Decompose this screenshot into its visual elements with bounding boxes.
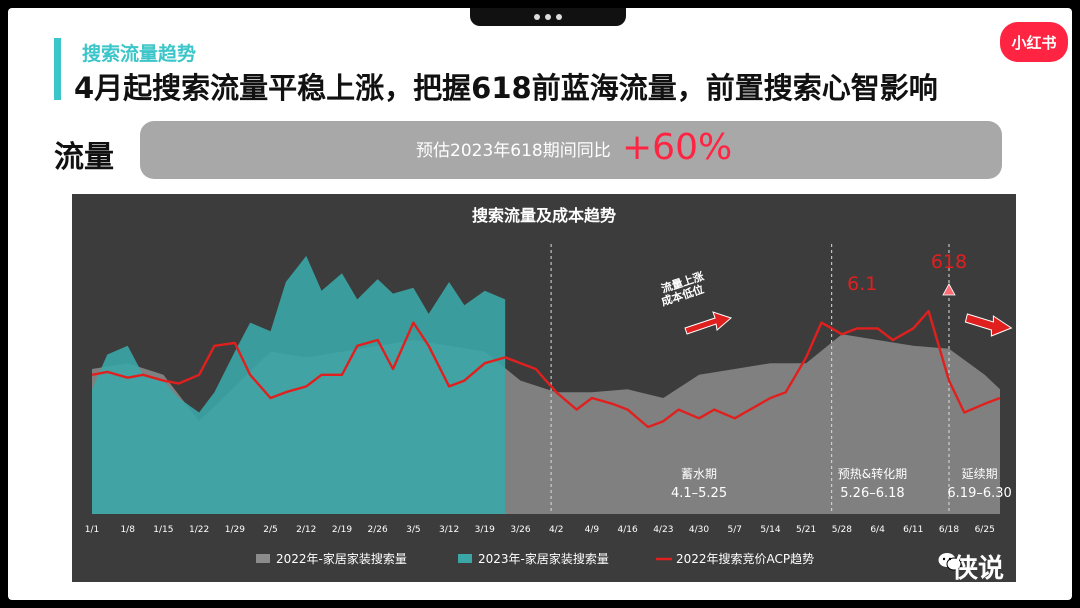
forecast-text: 预估2023年618期间同比 [416,141,611,161]
peak-marker-icon [942,283,956,296]
legend-label: 2022年-家居家装搜索量 [276,551,407,566]
x-tick-label: 5/7 [727,525,741,535]
chart-title: 搜索流量及成本趋势 [472,206,616,225]
continue-arrow-icon [964,313,1013,337]
wechat-icon [938,553,962,571]
annotation-label: 618 [931,251,967,273]
x-tick-label: 3/5 [406,525,420,535]
x-tick-label: 1/8 [120,525,135,535]
annotation-label: 6.1 [847,273,877,295]
legend-swatch [458,554,472,563]
period-name: 延续期 [962,467,998,481]
trend-arrow-icon [684,311,733,335]
x-tick-label: 4/16 [618,525,638,535]
x-tick-label: 2/19 [332,525,352,535]
x-tick-label: 2/12 [296,525,316,535]
x-tick-label: 6/25 [975,525,995,535]
forecast-banner [140,121,1002,179]
title-accent-bar [54,38,61,100]
slide: 搜索流量趋势 4月起搜索流量平稳上涨，把握618前蓝海流量，前置搜索心智影响 小… [8,8,1072,600]
section-label: 流量 [54,140,114,175]
notch-dot [534,14,540,20]
period-name: 蓄水期 [681,467,717,481]
x-tick-label: 2/5 [263,525,277,535]
page-title: 4月起搜索流量平稳上涨，把握618前蓝海流量，前置搜索心智影响 [74,71,938,105]
x-tick-label: 5/14 [760,525,780,535]
x-tick-label: 5/28 [832,525,852,535]
section-subtitle: 搜索流量趋势 [82,43,197,65]
notch-dot [545,14,551,20]
x-tick-label: 2/26 [368,525,388,535]
acp-trend-line [91,309,1001,429]
brand-logo: 小红书 [1000,22,1068,62]
x-tick-label: 3/12 [439,525,459,535]
trend-chart: 搜索流量及成本趋势 1/1 1/8 1/15 1/22 1/29 2/5 2/12 2/19 2/… [85,206,1013,566]
x-tick-label: 1/15 [153,525,173,535]
x-tick-label: 4/2 [549,525,563,535]
x-tick-label: 3/26 [510,525,530,535]
notch-dot [556,14,562,20]
period-range: 5.26–6.18 [840,486,904,501]
area-series-2 [92,255,506,514]
chart-panel: 搜索流量及成本趋势 1/1 1/8 1/15 1/22 1/29 2/5 2/12 2/19 2/… [72,194,1016,582]
x-tick-label: 6/11 [903,525,923,535]
x-tick-label: 4/23 [653,525,673,535]
x-tick-label: 5/21 [796,525,816,535]
period-range: 4.1–5.25 [671,486,727,501]
x-tick-label: 4/30 [689,525,709,535]
window-notch [470,8,626,26]
x-tick-label: 1/1 [85,525,99,535]
period-range: 6.19–6.30 [947,486,1011,501]
x-tick-label: 6/4 [870,525,885,535]
watermark-text: 侠说 [952,554,1005,584]
x-tick-label: 1/22 [189,525,209,535]
legend-label: 2022年搜索竞价ACP趋势 [676,551,814,566]
x-tick-label: 3/19 [475,525,495,535]
x-tick-label: 1/29 [225,525,245,535]
x-tick-label: 4/9 [585,525,600,535]
legend-label: 2023年-家居家装搜索量 [478,551,609,566]
legend-swatch [256,554,270,563]
x-tick-label: 6/18 [939,525,959,535]
forecast-value: +60% [622,127,733,168]
period-name: 预热&转化期 [838,466,907,481]
